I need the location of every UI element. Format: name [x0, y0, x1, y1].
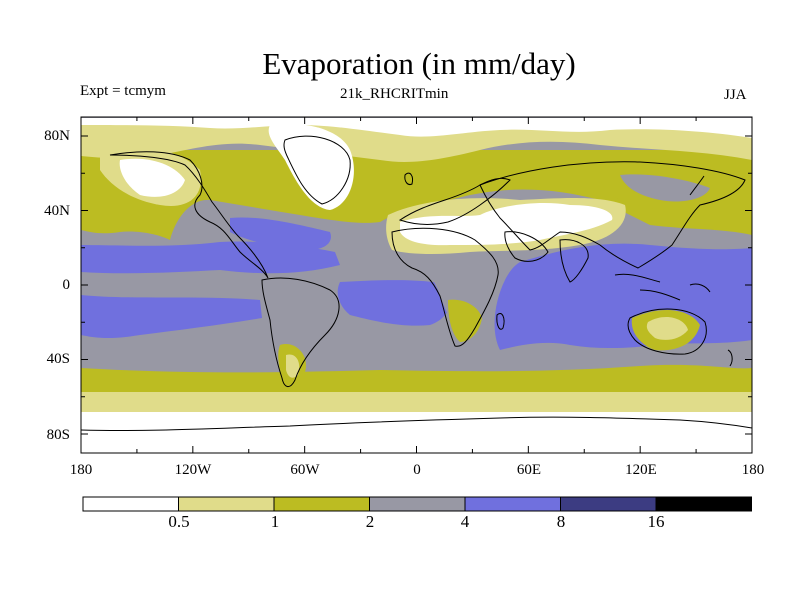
coast-japan	[689, 175, 705, 196]
colorbar-threshold-label: 4	[460, 512, 470, 531]
colorbar-threshold-label: 8	[556, 512, 566, 531]
lon-tick-label: 0	[413, 462, 421, 478]
colorbar-threshold-label: 16	[647, 512, 665, 531]
lon-tick-label: 120W	[174, 462, 212, 478]
lon-tick-label: 180	[69, 462, 93, 478]
colorbar-swatch	[560, 496, 657, 512]
lon-tick-label: 60E	[516, 462, 542, 478]
band-4-8-indian-ocean	[494, 243, 752, 350]
colorbar	[82, 496, 752, 512]
colorbar-swatch	[369, 496, 466, 512]
lat-tick-label: 80S	[46, 427, 70, 443]
experiment-label: Expt = tcmym	[80, 83, 166, 99]
coast-new-zealand	[727, 349, 733, 367]
band-lt05-north-america	[119, 158, 185, 197]
season-label: JJA	[724, 87, 747, 103]
band-4-8-north-pacific	[81, 241, 340, 274]
coastlines	[81, 135, 752, 432]
band-05-1-patagonia	[286, 354, 300, 378]
band-lt05-greenland	[268, 123, 354, 210]
coast-arabia	[504, 231, 549, 262]
band-05-1-australia	[646, 316, 688, 340]
coast-africa	[391, 227, 499, 347]
band-lt05-north	[81, 118, 752, 138]
coast-madagascar	[496, 313, 505, 330]
colorbar-threshold-label: 1	[270, 512, 280, 531]
band-05-1-south	[81, 390, 752, 412]
coast-south-america	[261, 277, 340, 387]
colorbar-swatch	[655, 496, 752, 512]
coast-india	[559, 239, 589, 283]
band-1-2-north	[81, 150, 752, 240]
lat-tick-label: 80N	[44, 128, 70, 144]
band-lt05-south-polar	[81, 410, 752, 453]
lon-tick-label: 120E	[625, 462, 657, 478]
band-4-8-caribbean	[230, 217, 331, 251]
colorbar-threshold-label: 0.5	[168, 512, 190, 531]
lat-tick-label: 0	[62, 277, 71, 293]
lon-tick-label: 60W	[290, 462, 320, 478]
coast-europe	[398, 177, 511, 225]
lat-tick-label: 40N	[44, 203, 70, 219]
band-1-2-south	[81, 364, 752, 392]
coast-greenland	[283, 135, 351, 205]
lon-tick-label: 180	[741, 462, 765, 478]
band-2-4-asia	[620, 174, 710, 202]
coast-asia	[479, 161, 746, 269]
lat-tick-label: 40S	[46, 351, 70, 367]
run-label: 21k_RHCRITmin	[340, 86, 449, 102]
colorbar-swatch	[82, 496, 179, 512]
coast-antarctica	[81, 416, 752, 432]
colorbar-swatch	[464, 496, 561, 512]
coast-north-america	[109, 151, 269, 279]
band-4-8-south-pacific	[81, 295, 262, 339]
map-title: Evaporation (in mm/day)	[262, 46, 576, 81]
axis-ticks	[80, 117, 753, 453]
band-4-8-south-atlantic	[337, 280, 452, 326]
coast-australia	[627, 308, 707, 355]
colorbar-swatch	[273, 496, 370, 512]
evaporation-field	[81, 117, 752, 453]
colorbar-threshold-label: 2	[365, 512, 375, 531]
coast-indonesia	[614, 273, 711, 301]
colorbar-swatch	[178, 496, 275, 512]
coast-uk	[404, 172, 413, 185]
